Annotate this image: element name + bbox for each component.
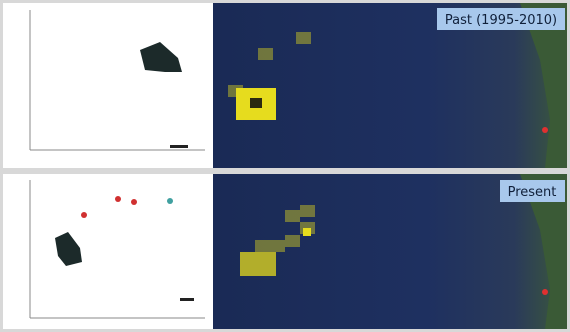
hotspot-core	[250, 98, 262, 108]
page: Past (1995-2010) Present (() => { const …	[0, 0, 570, 332]
scale-bar	[180, 298, 194, 301]
point	[115, 196, 121, 202]
hotspot	[240, 252, 276, 276]
panel-past: Past (1995-2010)	[3, 3, 567, 168]
hotspot-core	[303, 228, 311, 236]
scatter-plot	[3, 174, 213, 329]
site	[542, 289, 548, 295]
panel-present: Present	[3, 174, 567, 329]
panel-label: Past (1995-2010)	[445, 13, 557, 28]
panel-label: Present	[508, 185, 557, 200]
point	[167, 198, 173, 204]
figure: Past (1995-2010) Present	[0, 0, 570, 332]
point	[131, 199, 137, 205]
scatter-plot	[3, 3, 213, 168]
site	[542, 127, 548, 133]
point	[81, 212, 87, 218]
scale-bar	[170, 145, 188, 148]
